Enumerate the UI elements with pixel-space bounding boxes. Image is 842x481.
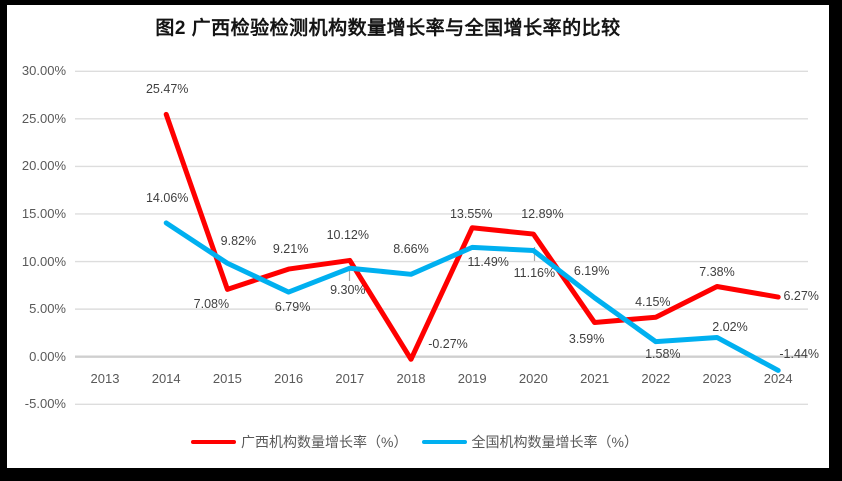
legend-label-national: 全国机构数量增长率（%） xyxy=(471,434,638,450)
guangxi-data-label: 7.38% xyxy=(699,265,735,280)
x-tick-label: 2018 xyxy=(396,371,426,386)
guangxi-data-label: -0.27% xyxy=(428,337,468,352)
guangxi-data-label: 13.55% xyxy=(449,206,493,221)
guangxi-data-label: 10.12% xyxy=(326,228,369,243)
guangxi-data-label: 6.27% xyxy=(783,289,819,304)
y-tick-label: 25.00% xyxy=(21,110,66,126)
national-data-label: 6.79% xyxy=(274,300,311,315)
guangxi-series-line xyxy=(163,111,781,362)
guangxi-line-swatch-icon xyxy=(191,440,237,444)
chart-canvas xyxy=(7,5,829,468)
y-tick-label: 30.00% xyxy=(21,63,66,79)
y-tick-label: 15.00% xyxy=(21,205,66,221)
national-data-label: 11.49% xyxy=(467,255,509,270)
y-tick-label: 20.00% xyxy=(21,158,66,174)
legend: 广西机构数量增长率（%） 全国机构数量增长率（%） xyxy=(0,432,829,452)
x-tick-label: 2013 xyxy=(90,371,120,386)
national-data-label: 11.16% xyxy=(513,265,556,280)
national-data-label: 9.82% xyxy=(220,234,257,249)
x-tick-label: 2016 xyxy=(274,371,304,386)
guangxi-data-label: 25.47% xyxy=(145,82,189,97)
x-tick-label: 2017 xyxy=(335,371,365,386)
x-tick-label: 2022 xyxy=(641,371,671,386)
x-tick-label: 2024 xyxy=(763,371,793,386)
x-tick-label: 2015 xyxy=(212,371,242,386)
x-tick-label: 2020 xyxy=(518,371,548,386)
national-data-label: 8.66% xyxy=(393,242,429,257)
x-tick-label: 2023 xyxy=(702,371,732,386)
national-data-label: -1.44% xyxy=(779,347,819,362)
chart-title: 图2 广西检验检测机构数量增长率与全国增长率的比较 xyxy=(155,18,621,39)
national-series-line xyxy=(163,220,781,373)
national-data-label: 6.19% xyxy=(573,263,610,278)
guangxi-data-label: 3.59% xyxy=(568,331,605,346)
y-tick-label: 10.00% xyxy=(21,253,66,269)
y-tick-label: 0.00% xyxy=(29,348,66,364)
legend-label-guangxi: 广西机构数量增长率（%） xyxy=(241,434,408,450)
national-data-label: 1.58% xyxy=(645,346,681,361)
national-data-label: 14.06% xyxy=(145,190,189,205)
y-tick-label: 5.00% xyxy=(29,301,66,317)
national-data-label: 9.30% xyxy=(330,283,366,298)
legend-item-guangxi: 广西机构数量增长率（%） xyxy=(191,432,408,452)
x-tick-label: 2021 xyxy=(580,371,610,386)
guangxi-data-label: 12.89% xyxy=(521,207,564,222)
guangxi-data-label: 7.08% xyxy=(193,297,230,312)
national-line-swatch-icon xyxy=(421,440,467,444)
guangxi-data-label: 4.15% xyxy=(635,295,671,310)
national-data-label: 2.02% xyxy=(712,320,748,335)
x-tick-label: 2014 xyxy=(151,371,181,386)
legend-item-national: 全国机构数量增长率（%） xyxy=(421,432,638,452)
guangxi-data-label: 9.21% xyxy=(272,242,309,257)
x-tick-label: 2019 xyxy=(457,371,487,386)
y-tick-label: -5.00% xyxy=(24,396,66,412)
